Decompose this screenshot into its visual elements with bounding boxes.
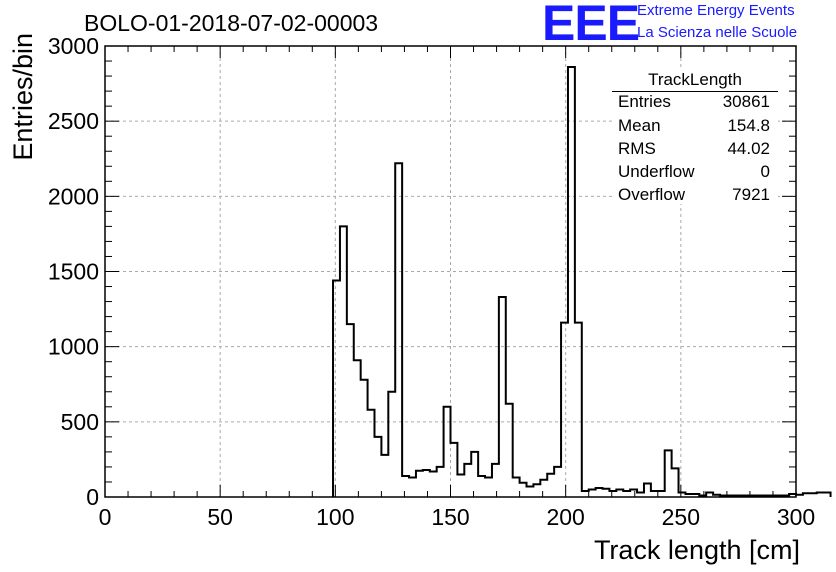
- histogram-bin: [561, 323, 568, 497]
- stats-row-overflow: Overflow 7921: [618, 185, 770, 205]
- x-tick-label: 250: [662, 504, 700, 530]
- x-axis-label: Track length [cm]: [594, 535, 800, 565]
- histogram-bin: [506, 404, 513, 497]
- histogram-bin: [402, 476, 409, 497]
- histogram-bin: [651, 491, 658, 497]
- y-tick-label: 2000: [48, 183, 99, 209]
- chart-title: BOLO-01-2018-07-02-00003: [84, 10, 379, 36]
- histogram-bin: [609, 491, 616, 497]
- histogram-bin: [824, 492, 831, 497]
- histogram-bin: [409, 477, 416, 497]
- histogram-bin: [368, 410, 375, 497]
- y-tick-label: 500: [61, 409, 99, 435]
- histogram-bin: [381, 455, 388, 497]
- axis-ticks: [104, 45, 797, 498]
- histogram-bin: [361, 380, 368, 497]
- histogram-bin: [451, 443, 458, 497]
- histogram-bin: [568, 67, 575, 497]
- histogram-bin: [374, 437, 381, 497]
- histogram-bin: [395, 163, 402, 497]
- histogram-bin: [644, 483, 651, 497]
- x-tick-label: 200: [546, 504, 584, 530]
- histogram-bin: [388, 392, 395, 497]
- histogram-bin: [478, 476, 485, 497]
- histogram-bin: [471, 452, 478, 497]
- histogram-bin: [554, 467, 561, 497]
- histogram-bin: [430, 471, 437, 497]
- stats-row-underflow: Underflow 0: [618, 162, 770, 182]
- y-tick-label: 0: [86, 484, 99, 510]
- histogram-bin: [492, 464, 499, 497]
- stats-value: 154.8: [727, 116, 770, 135]
- histogram-bin: [596, 488, 603, 497]
- histogram-bin: [616, 489, 623, 497]
- stats-label: Underflow: [618, 162, 695, 181]
- stats-row-rms: RMS 44.02: [618, 139, 770, 159]
- histogram-bin: [672, 468, 679, 497]
- stats-label: Mean: [618, 116, 661, 135]
- stats-label: RMS: [618, 139, 656, 158]
- histogram-bin: [665, 450, 672, 497]
- histogram-bin: [464, 464, 471, 497]
- histogram-bin: [437, 467, 444, 497]
- stats-label: Entries: [618, 92, 671, 111]
- histogram-bin: [589, 489, 596, 497]
- histogram-bin: [423, 470, 430, 497]
- histogram-bin: [527, 486, 534, 497]
- grid-lines: [105, 46, 796, 497]
- histogram-bin: [485, 477, 492, 497]
- tick-labels: 0 50 100 150 200 250 3000500100015002000250030…: [48, 33, 815, 530]
- histogram-bin: [340, 226, 347, 497]
- x-tick-label: 300: [777, 504, 815, 530]
- stats-title: TrackLength: [648, 70, 742, 89]
- stats-divider: [612, 91, 778, 92]
- histogram-bin: [520, 483, 527, 497]
- histogram-bin: [575, 323, 582, 497]
- histogram-bin: [513, 477, 520, 497]
- histogram-bars: [332, 66, 832, 497]
- stats-value: 44.02: [727, 139, 770, 158]
- stats-box: TrackLength Entries 30861 Mean 154.8 RMS…: [612, 70, 778, 204]
- histogram-bin: [810, 493, 817, 497]
- histogram-bin: [582, 491, 589, 497]
- histogram-bin: [547, 474, 554, 497]
- histogram-bin: [333, 281, 340, 497]
- stats-value: 7921: [732, 185, 770, 204]
- y-axis-label: Entries/bin: [8, 33, 38, 161]
- y-tick-label: 2500: [48, 108, 99, 134]
- histogram-bin: [444, 407, 451, 497]
- histogram-bin: [540, 480, 547, 497]
- histogram-bin: [817, 492, 824, 497]
- x-tick-label: 100: [316, 504, 354, 530]
- histogram-bin: [623, 491, 630, 497]
- histogram-bin: [603, 489, 610, 497]
- y-tick-label: 1000: [48, 334, 99, 360]
- x-tick-label: 0: [99, 504, 112, 530]
- stats-label: Overflow: [618, 185, 686, 204]
- stats-row-mean: Mean 154.8: [618, 116, 770, 136]
- histogram-bin: [457, 474, 464, 497]
- logo-line-1: Extreme Energy Events: [637, 2, 795, 19]
- x-tick-label: 50: [207, 504, 233, 530]
- eee-logo: EEE: [542, 0, 640, 51]
- histogram-bin: [499, 297, 506, 497]
- stats-value: 0: [760, 162, 770, 181]
- histogram-bin: [354, 360, 361, 497]
- y-tick-label: 3000: [48, 33, 99, 59]
- histogram-bin: [803, 493, 810, 497]
- stats-row-entries: Entries 30861: [618, 92, 770, 112]
- stats-value: 30861: [722, 92, 770, 111]
- x-tick-label: 150: [431, 504, 469, 530]
- histogram-bin: [630, 489, 637, 497]
- histogram-outline: [332, 66, 832, 497]
- histogram-bin: [347, 324, 354, 497]
- histogram-bin: [416, 471, 423, 497]
- logo-line-2: La Scienza nelle Scuole: [637, 24, 798, 41]
- histogram-bin: [533, 484, 540, 497]
- histogram-bin: [658, 491, 665, 497]
- histogram-bin: [796, 495, 803, 497]
- y-tick-label: 1500: [48, 259, 99, 285]
